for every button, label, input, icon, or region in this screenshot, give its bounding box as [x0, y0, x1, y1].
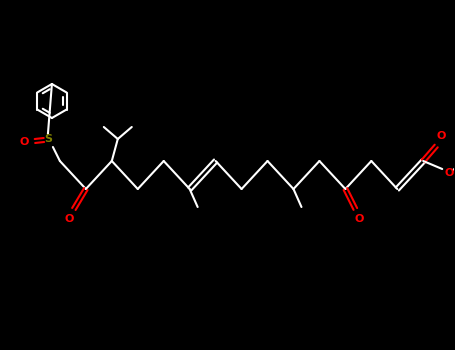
Text: O: O — [19, 137, 29, 147]
Text: O: O — [354, 214, 364, 224]
Text: O: O — [436, 131, 446, 141]
Text: O: O — [64, 214, 74, 224]
Text: O: O — [445, 168, 454, 178]
Text: S: S — [44, 134, 52, 144]
